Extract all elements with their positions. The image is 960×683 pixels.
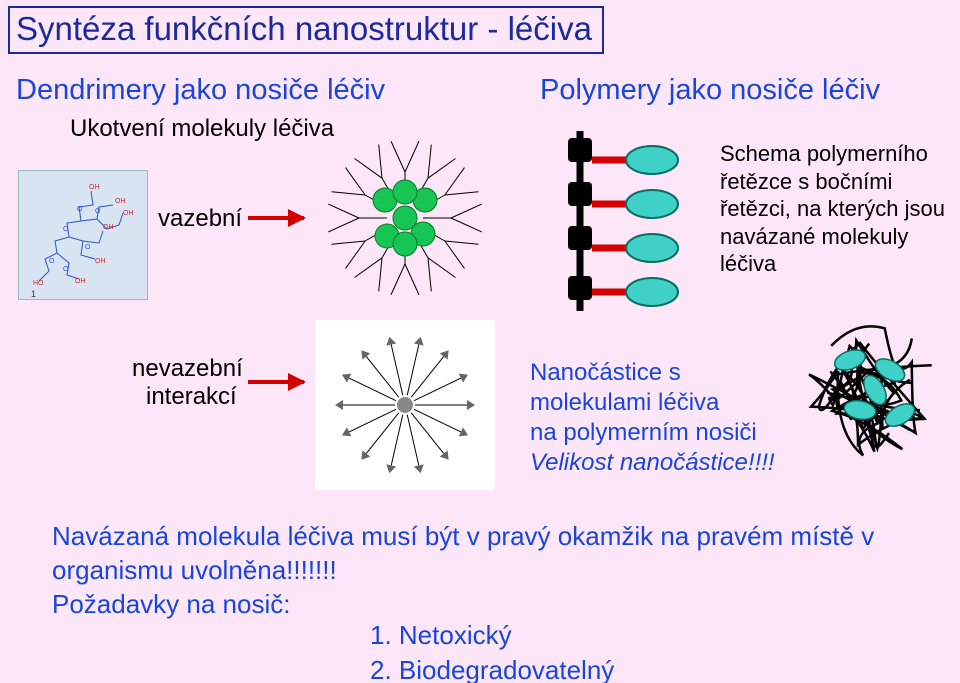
svg-text:O: O: [63, 226, 69, 233]
svg-text:HO: HO: [33, 280, 44, 287]
right-heading: Polymery jako nosiče léčiv: [540, 74, 880, 107]
bottom-l2: organismu uvolněna!!!!!!!: [52, 554, 922, 588]
schema-l2: řetězce s bočními: [720, 168, 945, 196]
svg-text:O: O: [63, 266, 69, 273]
arrow-nevazebni: [248, 380, 304, 384]
svg-text:OH: OH: [95, 258, 106, 265]
bottom-paragraph: Navázaná molekula léčiva musí být v prav…: [52, 520, 922, 621]
dendrimer-gray-diagram: [315, 320, 495, 490]
schema-l1: Schema polymerního: [720, 140, 945, 168]
bottom-l3: Požadavky na nosič:: [52, 588, 922, 622]
left-subheading: Ukotvení molekuly léčiva: [70, 115, 334, 143]
nanoparticle-text: Nanočástice s molekulami léčiva na polym…: [530, 358, 775, 478]
schema-l3: řetězci, na kterých jsou: [720, 195, 945, 223]
svg-text:OH: OH: [75, 278, 86, 285]
nano-l1: Nanočástice s: [530, 358, 775, 388]
schema-text: Schema polymerního řetězce s bočními řet…: [720, 140, 945, 278]
svg-text:OH: OH: [115, 198, 126, 205]
nanoparticle-tangle-diagram: [790, 310, 950, 470]
svg-text:OH: OH: [103, 224, 114, 231]
nano-l3: na polymerním nosiči: [530, 418, 775, 448]
svg-text:O: O: [95, 208, 101, 215]
molecule-image: HO OH OH OH OH OH OH O O O O O O 1: [18, 170, 148, 300]
schema-l5: léčiva: [720, 250, 945, 278]
left-heading: Dendrimery jako nosiče léčiv: [16, 74, 385, 107]
label-nevazebni-line2: interakcí: [146, 383, 237, 411]
page-title: Syntéza funkčních nanostruktur - léčiva: [8, 6, 604, 54]
svg-text:OH: OH: [89, 184, 100, 191]
svg-text:O: O: [85, 244, 91, 251]
svg-text:O: O: [77, 206, 83, 213]
nano-l2: molekulami léčiva: [530, 388, 775, 418]
dendrimer-green-diagram: [315, 128, 495, 308]
bottom-l1: Navázaná molekula léčiva musí být v prav…: [52, 520, 922, 554]
svg-text:1: 1: [31, 289, 36, 299]
req-2: 2. Biodegradovatelný: [370, 653, 614, 683]
polymer-chain-diagram: [540, 126, 740, 316]
label-nevazebni-line1: nevazební: [132, 355, 243, 383]
nano-l4: Velikost nanočástice!!!!: [530, 448, 775, 478]
label-vazebni: vazební: [158, 205, 242, 233]
schema-l4: navázané molekuly: [720, 223, 945, 251]
svg-text:O: O: [49, 258, 55, 265]
req-1: 1. Netoxický: [370, 618, 614, 653]
svg-text:OH: OH: [123, 210, 134, 217]
arrow-vazebni: [248, 216, 304, 220]
requirements-list: 1. Netoxický 2. Biodegradovatelný: [370, 618, 614, 683]
